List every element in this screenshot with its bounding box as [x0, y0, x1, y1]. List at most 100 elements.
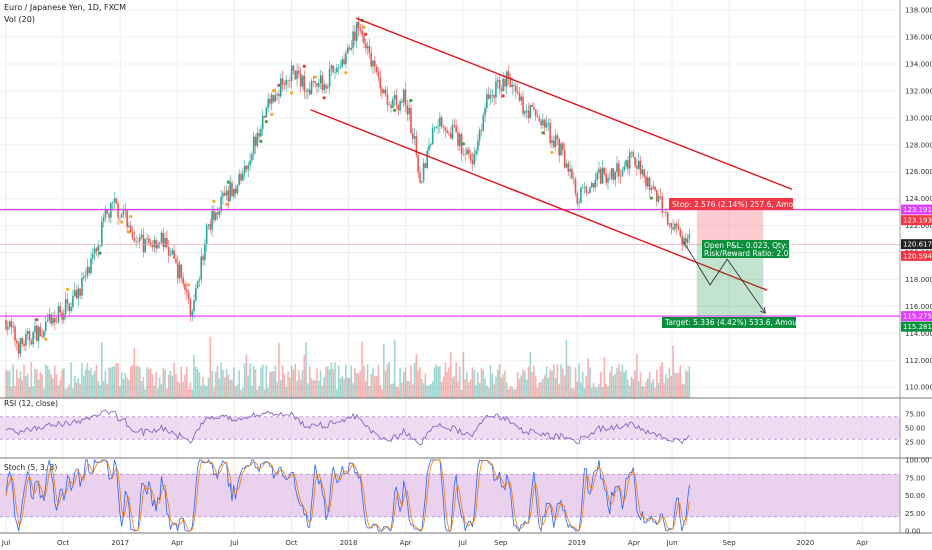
volume-bar	[296, 380, 298, 398]
candle-body	[634, 157, 636, 166]
candle-body	[469, 153, 472, 161]
candle-body	[131, 232, 134, 238]
volume-bar	[231, 379, 233, 398]
price-tag-label: 123.193	[903, 217, 932, 225]
volume-bar	[511, 386, 513, 398]
candle-body	[343, 59, 345, 65]
candle-body	[37, 326, 40, 342]
candle-body	[636, 165, 638, 169]
volume-bar	[392, 383, 394, 398]
candle-body	[157, 243, 159, 249]
candle-body	[46, 320, 49, 322]
volume-bar	[439, 366, 441, 398]
candle-body	[661, 196, 664, 212]
candle-body	[227, 190, 230, 202]
candle-body	[64, 299, 67, 314]
candle-body	[84, 275, 87, 277]
candle-body	[643, 169, 645, 177]
candle-body	[383, 89, 385, 94]
time-tick-label: 2020	[796, 539, 814, 547]
time-tick-label: Sep	[494, 539, 508, 547]
price-tick-label: 126.000	[905, 168, 932, 176]
candle-body	[191, 311, 194, 317]
price-tick-label: 136.000	[905, 34, 932, 42]
candle-body	[402, 89, 405, 103]
candle-body	[609, 177, 611, 179]
volume-bar	[21, 379, 24, 398]
candle-body	[28, 331, 31, 342]
volume-bar	[223, 377, 226, 398]
candle-body	[646, 177, 649, 187]
candle-body	[531, 105, 533, 108]
volume-bar	[475, 384, 477, 398]
chart-grid	[0, 0, 900, 533]
volume-bar	[213, 387, 215, 398]
volume-bar	[636, 354, 638, 398]
volume-bar	[502, 374, 504, 398]
price-tick-label: 128.000	[905, 141, 932, 149]
volume-bar	[307, 383, 309, 398]
volume-bar	[352, 382, 354, 398]
volume-bar	[30, 362, 33, 398]
position-tool[interactable]: Stop: 2.576 (2.14%) 257.6, Amount: 750.1…	[662, 198, 841, 328]
volume-bar	[326, 366, 329, 398]
volume-bar	[518, 378, 521, 398]
volume-bar	[672, 345, 674, 398]
volume-bar	[609, 372, 611, 398]
candle-body	[554, 135, 557, 147]
candle-body	[437, 126, 439, 127]
candle-body	[176, 262, 179, 279]
pnl-label-box	[702, 240, 789, 258]
candle-body	[473, 154, 476, 165]
candle-body	[231, 182, 233, 197]
volume-bar	[513, 389, 515, 398]
volume-bar	[270, 371, 273, 398]
volume-bar	[654, 387, 656, 398]
volume-bar	[187, 389, 190, 398]
candle-body	[79, 288, 81, 296]
volume-bar	[607, 386, 609, 398]
volume-bar	[524, 370, 526, 398]
candle-body	[345, 53, 347, 65]
volume-bar	[64, 389, 67, 398]
volume-bar	[428, 385, 430, 398]
signal-dot	[541, 131, 545, 135]
price-tick-label: 134.000	[905, 60, 932, 68]
volume-bar	[542, 378, 544, 398]
volume-bar	[70, 362, 72, 398]
volume-bar	[646, 378, 649, 398]
candle-body	[289, 80, 291, 82]
candle-body	[308, 89, 311, 95]
volume-bar	[545, 366, 548, 398]
candle-body	[59, 306, 62, 313]
volume-bar	[538, 382, 541, 398]
volume-bar	[589, 367, 591, 398]
candle-body	[674, 223, 676, 230]
volume-bar	[337, 365, 340, 398]
candle-body	[66, 299, 69, 304]
volume-bar	[198, 372, 201, 398]
candle-body	[341, 59, 344, 67]
volume-bar	[111, 366, 114, 398]
candle-body	[21, 338, 24, 344]
candle-body	[307, 89, 309, 92]
volume-bar	[220, 362, 222, 398]
volume-bar	[245, 354, 248, 398]
volume-bar	[25, 375, 27, 398]
candle-body	[656, 190, 658, 202]
volume-bar	[68, 384, 71, 398]
volume-bar	[444, 362, 447, 398]
volume-bar	[86, 363, 89, 398]
volume-bar	[415, 353, 418, 398]
volume-bar	[294, 363, 297, 398]
price-tag-label: 115.281	[903, 323, 932, 331]
volume-bar	[292, 369, 295, 398]
volume-bar	[357, 373, 360, 398]
signal-dot	[212, 199, 216, 203]
volume-bar	[55, 374, 58, 398]
volume-bar	[48, 369, 51, 398]
volume-bar	[612, 375, 615, 398]
volume-bar	[605, 383, 608, 398]
volume-bar	[350, 365, 353, 398]
